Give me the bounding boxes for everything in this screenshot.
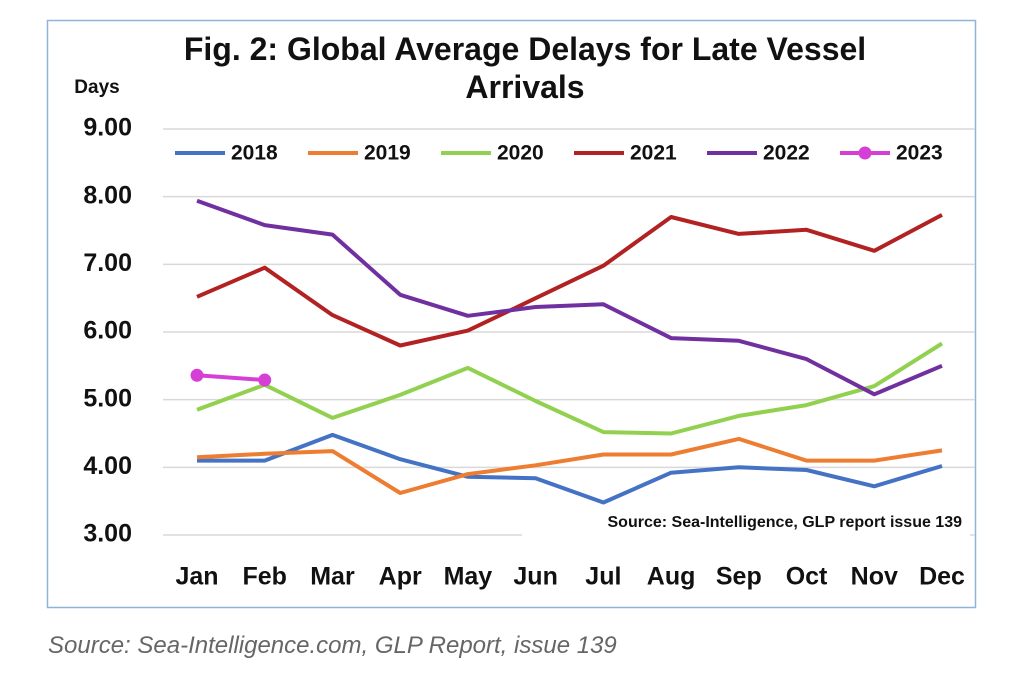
line-series [196, 341, 944, 436]
x-tick-label: Jul [585, 563, 621, 591]
lines: 2018 2019 2020 2021 2022 2023 [175, 142, 944, 505]
y-tick-label: 6.00 [83, 317, 132, 345]
x-tick-label: Dec [919, 563, 965, 591]
x-tick-label: Feb [243, 563, 287, 591]
y-axis-label: Days [74, 77, 119, 98]
x-tick-label: Jan [175, 563, 218, 591]
legend-label: 2022 [763, 142, 810, 165]
caption: Source: Sea-Intelligence.com, GLP Report… [48, 632, 617, 659]
legend-label: 2020 [497, 142, 544, 165]
legend-label: 2019 [364, 142, 411, 165]
annotation-bg [522, 508, 970, 538]
x-tick-label: May [444, 563, 493, 591]
legend-label: 2021 [630, 142, 677, 165]
line-series [196, 198, 943, 397]
legend-label: 2023 [896, 142, 943, 165]
line-series [196, 213, 943, 348]
line-series [196, 373, 265, 382]
x-tick-label: Oct [786, 563, 828, 591]
chart-title: Fig. 2: Global Average Delays for Late V… [183, 31, 867, 105]
x-tick-label: Aug [647, 563, 696, 591]
x-tick-label: Nov [851, 563, 898, 591]
x-tick-label: Apr [379, 563, 422, 591]
annotation: Source: Sea-Intelligence, GLP report iss… [608, 514, 963, 531]
line-series [196, 436, 943, 495]
legend-marker [858, 146, 872, 160]
legend-label: 2018 [231, 142, 278, 165]
y-tick-label: 4.00 [83, 452, 132, 480]
y-tick-label: 9.00 [83, 114, 132, 142]
y-tick-label: 3.00 [83, 520, 132, 548]
x-tick-label: Sep [716, 563, 762, 591]
line-series [197, 432, 943, 505]
y-tick-label: 8.00 [83, 181, 132, 209]
y-tick-label: 7.00 [83, 249, 132, 277]
point [190, 368, 204, 382]
y-tick-label: 5.00 [83, 384, 132, 412]
x-tick-label: Mar [310, 563, 355, 591]
point [258, 373, 272, 387]
x-tick-label: Jun [513, 563, 557, 591]
